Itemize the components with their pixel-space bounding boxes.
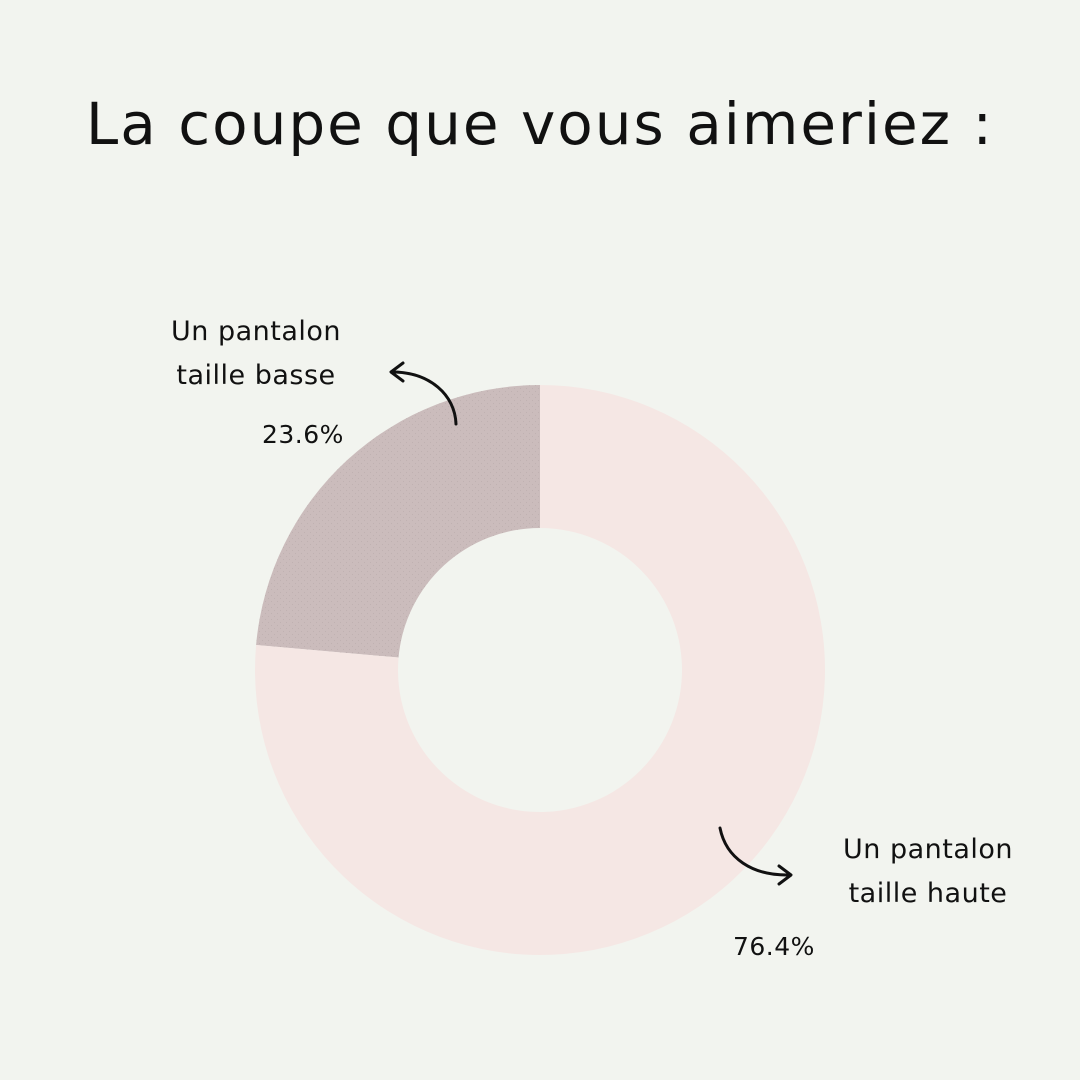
slice-label-basse: Un pantalon taille basse (146, 310, 366, 398)
slice-value-basse: 23.6% (262, 420, 344, 449)
arrow-icon-basse (389, 361, 458, 426)
chart-title: La coupe que vous aimeriez : (85, 90, 995, 158)
slice-label-haute-line1: Un pantalon (842, 834, 1014, 865)
donut-slice-haute (255, 385, 826, 955)
donut-slice-basse-texture (256, 385, 540, 658)
arrow-icon-haute (718, 826, 793, 886)
slice-label-haute-line2: taille haute (848, 878, 1008, 909)
slice-label-basse-line1: Un pantalon (170, 316, 342, 347)
slice-label-haute: Un pantalon taille haute (818, 828, 1038, 916)
slice-value-haute: 76.4% (733, 932, 815, 961)
slice-label-basse-line2: taille basse (176, 360, 336, 391)
